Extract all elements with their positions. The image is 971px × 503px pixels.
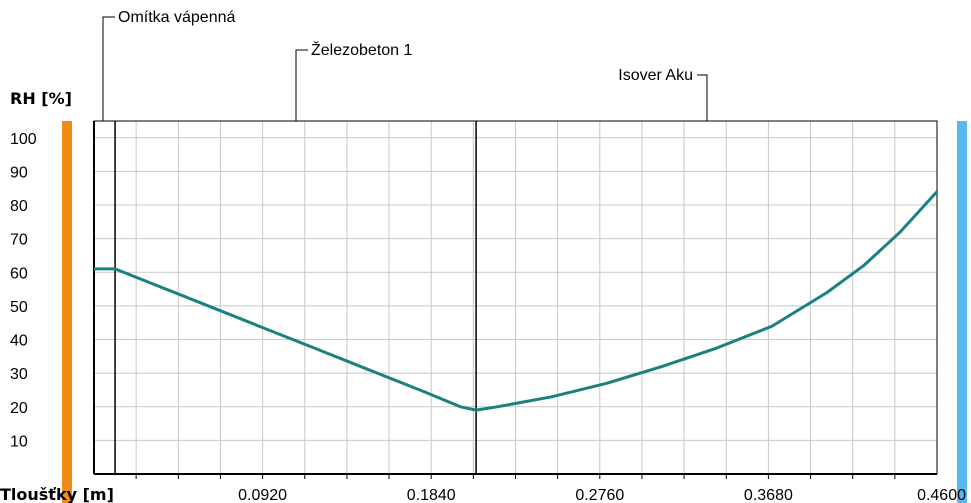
y-tick-label: 70 (10, 232, 28, 249)
layer-leader-line (295, 49, 308, 121)
y-axis-title: RH [%] (10, 89, 72, 108)
y-tick-labels: 10 20 30 40 50 60 70 80 90 100 (10, 131, 37, 451)
layer-leader-line (102, 16, 115, 121)
layer-labels: Omítka vápenná Železobeton 1 Isover Aku (102, 9, 708, 121)
y-tick-label: 10 (10, 433, 28, 450)
y-tick-label: 100 (10, 131, 37, 148)
x-tick-label: 0.0920 (238, 487, 287, 503)
layer-label: Isover Aku (618, 67, 693, 84)
y-tick-label: 80 (10, 198, 28, 215)
x-axis-title: Tloušťky [m] (0, 485, 114, 503)
y-tick-label: 20 (10, 400, 28, 417)
x-tick-label: 0.4600 (917, 487, 966, 503)
y-tick-label: 30 (10, 366, 28, 383)
x-tick-label: 0.2760 (575, 487, 624, 503)
y-tick-label: 60 (10, 265, 28, 282)
y-tick-label: 90 (10, 164, 28, 181)
x-tick-label: 0.3680 (744, 487, 793, 503)
y-tick-label: 40 (10, 333, 28, 350)
exterior-bar (957, 121, 967, 503)
layer-label: Omítka vápenná (118, 9, 236, 26)
x-tick-label: 0.1840 (407, 487, 456, 503)
x-tick-labels: 0.0920 0.1840 0.2760 0.3680 0.4600 (238, 487, 966, 503)
layer-boundaries (114, 121, 477, 474)
rh-series-line (94, 190, 939, 412)
layer-label: Železobeton 1 (311, 40, 413, 59)
y-tick-label: 50 (10, 299, 28, 316)
layer-leader-line (697, 74, 708, 121)
interior-bar (62, 121, 72, 503)
grid-lines (94, 121, 937, 479)
